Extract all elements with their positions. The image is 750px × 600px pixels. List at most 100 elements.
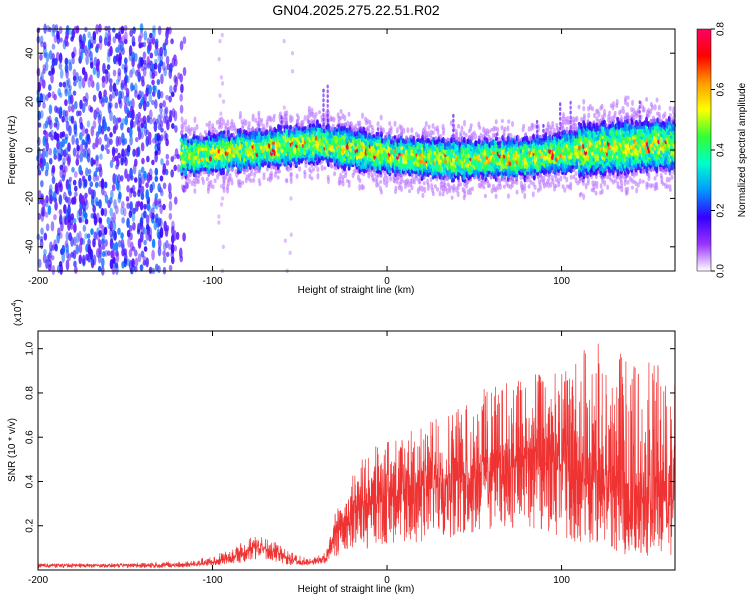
spectrogram-y-tick-label: 0: [25, 147, 36, 153]
spectrogram-cell: [503, 126, 507, 132]
chart-title: GN04.2025.275.22.51.R02: [272, 2, 440, 18]
spectrogram-cell: [303, 115, 307, 121]
spectrogram-cell: [64, 63, 69, 74]
spectrogram-cell: [630, 185, 634, 190]
spectrogram-cell: [582, 105, 586, 112]
spectrogram-cell: [168, 243, 172, 250]
spectrogram-cell: [90, 228, 94, 235]
spectrogram-cell: [326, 123, 329, 128]
spectrogram-cell: [494, 193, 498, 199]
spectrogram-cell: [78, 230, 82, 242]
spectrogram-cell: [89, 61, 94, 69]
spectrogram-cell: [95, 136, 99, 148]
spectrogram-cell: [620, 114, 624, 122]
spectrogram-cell: [368, 157, 372, 162]
spectrogram-cell: [164, 133, 169, 141]
spectrogram-cell: [110, 189, 114, 199]
spectrogram-cell: [309, 169, 313, 174]
spectrogram-cell: [169, 62, 173, 73]
spectrogram-cell: [257, 110, 261, 115]
spectrogram-cell: [74, 191, 78, 197]
spectrogram-cell: [376, 127, 380, 132]
spectrogram-cell: [215, 129, 219, 136]
spectrogram-cell: [139, 201, 144, 211]
spectrogram-cell: [143, 30, 148, 41]
spectrogram-cell: [193, 116, 197, 124]
spectrogram-cell: [186, 135, 190, 141]
spectrogram-cell: [37, 122, 42, 128]
spectrogram-cell: [129, 201, 133, 211]
snr-x-tick-label: -100: [203, 575, 223, 586]
spectrogram-cell: [45, 223, 50, 232]
spectrogram-cell: [496, 132, 499, 137]
spectrogram-cell: [376, 121, 380, 127]
spectrogram-cell: [221, 244, 225, 249]
spectrogram-cell: [72, 46, 77, 58]
spectrogram-cell: [136, 200, 141, 207]
spectrogram-cell: [406, 127, 410, 134]
spectrogram-cell: [104, 96, 109, 104]
spectrogram-cell: [188, 165, 192, 171]
spectrogram-cell: [145, 182, 149, 189]
spectrogram-cell: [418, 142, 422, 147]
spectrogram-cell: [180, 116, 184, 123]
spectrogram-cell: [109, 138, 113, 145]
spectrogram-cell: [159, 59, 164, 67]
spectrogram-cell: [291, 157, 295, 162]
spectrogram-cell: [121, 63, 125, 70]
spectrogram-cell: [64, 99, 68, 107]
spectrogram-cell: [203, 146, 207, 151]
spectrogram-cell: [320, 164, 324, 172]
spectrogram-cell: [65, 231, 70, 242]
spectrogram-cell: [608, 110, 612, 116]
spectrogram-cell: [376, 182, 380, 188]
spectrogram-cell: [104, 249, 108, 257]
spectrogram-cell: [320, 141, 324, 147]
spectrogram-cell: [58, 62, 63, 70]
spectrogram-cell: [142, 227, 147, 235]
colorbar-tick-label: 0.8: [716, 22, 727, 36]
spectrogram-cell: [370, 172, 374, 178]
spectrogram-cell: [148, 117, 153, 125]
spectrogram-cell: [548, 124, 552, 130]
spectrogram-cell: [167, 182, 172, 194]
spectrogram-cell: [159, 46, 164, 57]
spectrogram-cell: [83, 212, 88, 220]
spectrogram-cell: [160, 73, 164, 85]
spectrogram-cell: [280, 120, 283, 125]
spectrogram-cell: [42, 41, 47, 50]
spectrogram-cell: [334, 155, 338, 160]
spectrogram-cell: [631, 99, 635, 107]
spectrogram-cell: [205, 170, 209, 175]
spectrogram-cell: [301, 119, 305, 125]
spectrogram-cell: [558, 116, 562, 121]
spectrogram-cell: [143, 210, 147, 219]
spectrogram-cell: [381, 155, 385, 160]
spectrogram-cell: [211, 164, 215, 169]
spectrogram-cell: [151, 238, 156, 249]
spectrogram-cell: [477, 121, 481, 128]
spectrogram-cell: [582, 193, 586, 200]
spectrogram-cell: [143, 93, 147, 104]
spectrogram-cell: [148, 84, 152, 95]
spectrogram-cell: [599, 183, 603, 189]
spectrogram-cell: [162, 250, 166, 256]
spectrogram-cell: [179, 104, 184, 114]
spectrogram-cell: [326, 113, 329, 118]
spectrogram-cell: [122, 153, 127, 163]
spectrogram-cell: [159, 134, 164, 142]
spectrogram-cell: [289, 232, 293, 237]
spectrogram-cell: [95, 107, 100, 115]
spectrogram-cell: [558, 121, 562, 126]
spectrogram-cell: [74, 171, 78, 178]
spectrogram-cell: [219, 130, 223, 135]
spectrogram-cell: [507, 119, 511, 124]
spectrogram-cell: [339, 116, 343, 121]
spectrogram-cell: [590, 106, 594, 112]
spectrogram-cell: [50, 190, 54, 200]
spectrogram-cell: [131, 84, 135, 91]
spectrogram-cell: [84, 128, 89, 135]
spectrogram-cell: [152, 28, 156, 39]
spectrogram-cell: [106, 148, 110, 155]
spectrogram-cell: [98, 137, 102, 145]
